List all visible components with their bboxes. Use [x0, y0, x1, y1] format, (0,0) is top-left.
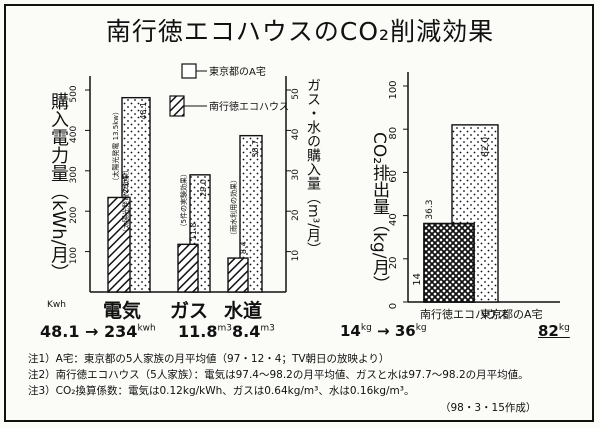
- water-total: 8.4m3: [232, 322, 275, 341]
- bar-tokyo-label: 29.0: [199, 179, 208, 197]
- left-y-tick-label: 200: [69, 206, 79, 223]
- co2-tokyo-value: 82: [538, 322, 559, 340]
- left-y-tick-label: 100: [69, 247, 79, 264]
- right-y-axis-label: ガス・水の購入量（m³/月）: [305, 78, 321, 256]
- bar-annotation: （雨水利用の効果）: [229, 176, 238, 239]
- co2-bar-eco: [423, 222, 475, 303]
- right-y-tick-label: 20: [291, 209, 301, 221]
- co2-label-tokyo: 82.0: [481, 137, 491, 157]
- left-chart: 100 10 200 20 300 30 400 40 500 50 23.4 48.1 11.8 29.…: [69, 76, 301, 293]
- water-value: 8.4: [232, 322, 261, 341]
- legend-label-eco: 南行徳エコハウス: [209, 100, 289, 113]
- bar-eco-2: [227, 257, 249, 293]
- gas-unit: m3: [217, 323, 232, 334]
- note-1: 注1）A宅：東京都の5人家族の月平均値（97・12・4；TV朝日の放映より）: [28, 353, 390, 365]
- gas-value: 11.8: [178, 322, 218, 341]
- left-y-axis-label: 購入電力量（kWh/月）: [48, 92, 69, 282]
- co2-y-tick-label: 0: [388, 303, 399, 309]
- bar-tokyo-label: 48.1: [139, 102, 148, 120]
- drawing-frame: [4, 4, 594, 422]
- gas-total: 11.8m3: [178, 322, 232, 341]
- right-y-tick-label: 10: [291, 250, 301, 262]
- legend-label-tokyo: 東京都のA宅: [209, 65, 266, 78]
- co2-eco-value: 14: [340, 322, 361, 340]
- co2-eco-unit: kg: [360, 323, 372, 333]
- category-water: 水道: [224, 300, 263, 322]
- legend-swatch-eco: [169, 95, 185, 117]
- bar-tokyo-label: 38.7: [251, 140, 260, 158]
- co2-label-eco: 14: [412, 273, 423, 286]
- co2-y-tick-label: 40: [388, 213, 399, 226]
- right-chart: 0 20 40 60 80 100 36.3 14 82.0: [388, 72, 560, 309]
- co2-y-axis-label: CO₂排出量（kg/月）: [369, 132, 389, 293]
- bar-eco-label: 8.4: [239, 241, 248, 254]
- category-gas: ガス: [170, 300, 209, 322]
- bar-annotation: （太陽光発電の効果）: [121, 166, 130, 236]
- co2-summary: 14kg → 36kg: [340, 322, 427, 340]
- electricity-total: 48.1 → 234kwh: [40, 322, 156, 341]
- electricity-to-value: 234: [104, 322, 138, 341]
- right-y-tick-label: 40: [291, 128, 301, 140]
- co2-category-eco: 南行徳エコハウス: [420, 308, 508, 321]
- legend-swatch-tokyo: [181, 63, 197, 79]
- co2-category-tokyo: 東京都のA宅: [480, 308, 543, 321]
- co2-label-mid: 36.3: [425, 200, 435, 220]
- bar-eco-1: [177, 243, 199, 293]
- left-y-tick-label: 500: [69, 85, 79, 102]
- right-y-tick-label: 50: [291, 88, 301, 100]
- co2-y-tick-label: 60: [388, 170, 399, 183]
- co2-tokyo-summary: 82kg: [538, 322, 570, 340]
- co2-mid-unit: kg: [415, 323, 427, 333]
- bar-eco-label: 23.4: [121, 176, 130, 194]
- legend: 東京都のA宅 南行徳エコハウス: [169, 63, 289, 117]
- electricity-unit: kwh: [137, 323, 156, 334]
- left-y-tick-label: 400: [69, 126, 79, 143]
- co2-tokyo-unit: kg: [558, 323, 570, 333]
- kwh-unit-label: Kwh: [47, 300, 66, 310]
- note-date: （98・3・15作成）: [440, 402, 537, 414]
- co2-mid-value: 36: [394, 322, 416, 340]
- category-electricity: 電気: [103, 300, 142, 322]
- co2-y-tick-label: 100: [388, 80, 399, 99]
- bar-eco-label: 11.8: [189, 223, 198, 241]
- note-3: 注3）CO₂換算係数：電気は0.12kg/kWh、ガスは0.64kg/m³、水は…: [28, 385, 415, 397]
- right-y-tick-label: 30: [291, 169, 301, 181]
- co2-y-tick-label: 80: [388, 127, 399, 140]
- bar-eco-0: [107, 196, 131, 293]
- note-2: 注2）南行徳エコハウス（5人家族）：電気は97.4～98.2の月平均値、ガスと水…: [28, 369, 529, 381]
- bar-tokyo-2: [239, 134, 263, 293]
- bar-annotation: （太陽光発電 13.5kw）: [111, 108, 120, 185]
- water-unit: m3: [260, 323, 275, 334]
- bar-annotation: （5件の実験効果）: [179, 170, 188, 230]
- co2-y-tick-label: 20: [388, 256, 399, 269]
- page-title: 南行徳エコハウスのCO₂削減効果: [105, 17, 495, 46]
- electricity-from-value: 48.1: [40, 322, 80, 341]
- left-y-tick-label: 300: [69, 166, 79, 183]
